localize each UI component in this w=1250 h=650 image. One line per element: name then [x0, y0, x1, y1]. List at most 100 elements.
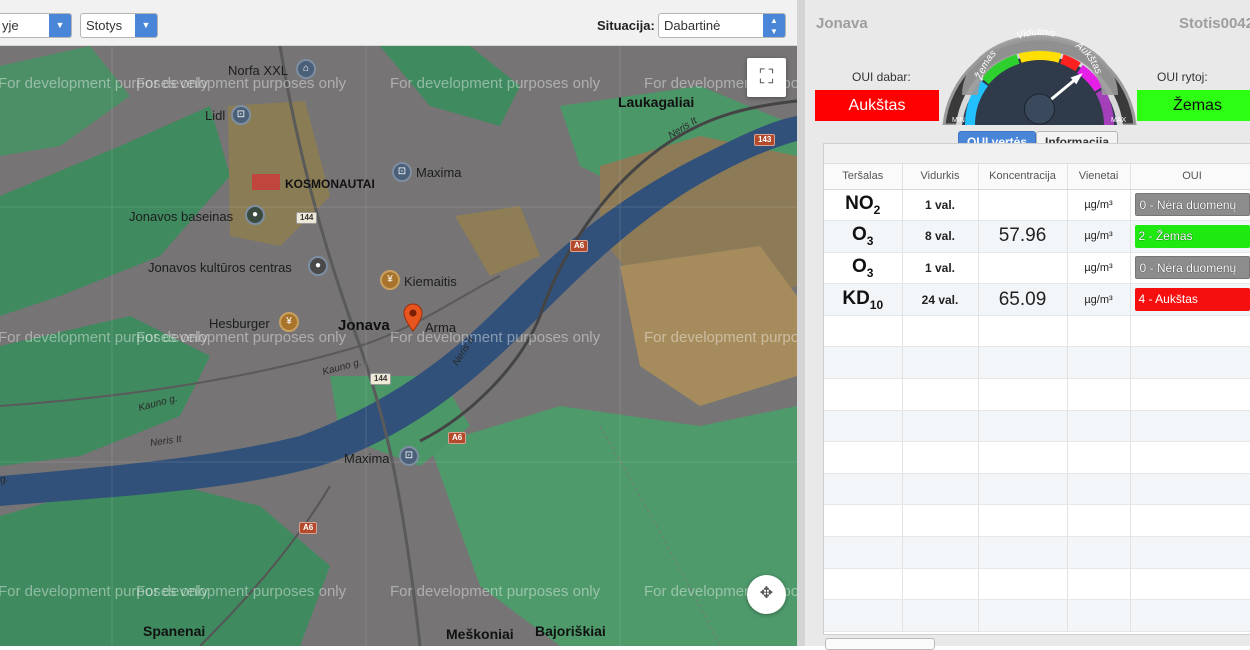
- fullscreen-icon: ⛶: [759, 66, 774, 88]
- table-row: KD10 24 val. 65.09 µg/m³ 4 - Aukštas: [824, 283, 1250, 316]
- gauge-min-label: MIN: [952, 117, 965, 124]
- shopping-icon[interactable]: ⌂: [296, 59, 316, 79]
- place-laukagaliai: Laukagaliai: [618, 94, 695, 110]
- pollutant-symbol: KD: [842, 287, 870, 309]
- oui-cell: 0 - Nėra duomenų: [1130, 189, 1250, 222]
- empty-row: [824, 473, 1250, 506]
- empty-row: [824, 568, 1250, 601]
- situation-select-value: Dabartinė: [664, 18, 721, 33]
- empty-row: [824, 410, 1250, 443]
- map-marker-icon[interactable]: [403, 303, 423, 333]
- pollutant-subscript: 10: [869, 297, 884, 312]
- shopping-cart-icon[interactable]: ⊡: [231, 105, 251, 125]
- table-row: O3 8 val. 57.96 µg/m³ 2 - Žemas: [824, 220, 1250, 253]
- chevron-down-icon[interactable]: ▼: [135, 14, 157, 37]
- road-shield: A6: [448, 432, 467, 444]
- pin-icon[interactable]: ●: [245, 205, 265, 225]
- place-meskoniai: Meškoniai: [446, 626, 514, 642]
- station-name: Stotis0042: [1178, 15, 1250, 32]
- place-jonava: Jonava: [338, 317, 390, 334]
- road-shield: 143: [754, 134, 776, 146]
- oui-badge: 0 - Nėra duomenų: [1134, 256, 1250, 280]
- up-down-icon[interactable]: ▲ ▼: [763, 14, 785, 37]
- column-header: OUI: [1130, 164, 1250, 190]
- pollutant-cell: KD10: [824, 283, 903, 316]
- pollutant-table: Teršalas Vidurkis Koncentracija Vienetai…: [823, 143, 1250, 635]
- empty-row: [824, 504, 1250, 538]
- empty-row: [824, 378, 1250, 411]
- table-row: O3 1 val. µg/m³ 0 - Nėra duomenų: [824, 252, 1250, 285]
- column-header: Vienetai: [1067, 164, 1131, 190]
- empty-row: [824, 536, 1250, 569]
- average-cell: 1 val.: [902, 252, 979, 285]
- watermark: For development purposes only: [136, 75, 347, 92]
- road-shield: A6: [570, 240, 589, 252]
- pollutant-cell: O3: [824, 252, 903, 285]
- watermark: For development purposes only: [390, 329, 601, 346]
- situation-label: Situacija:: [597, 18, 655, 33]
- poi-hesburger-label: Hesburger: [209, 316, 270, 331]
- region-select-value: yje: [2, 18, 19, 33]
- concentration-cell: 57.96: [978, 220, 1068, 253]
- oui-badge: 2 - Žemas: [1134, 224, 1250, 248]
- oui-cell: 0 - Nėra duomenų: [1130, 252, 1250, 285]
- gauge-max-label: MAX: [1111, 117, 1127, 124]
- watermark: For development purposes only: [0, 583, 209, 600]
- shopping-cart-icon[interactable]: ⊡: [399, 446, 419, 466]
- poi-lidl-label: Lidl: [205, 108, 226, 123]
- watermark: For development purposes only: [0, 75, 209, 92]
- restaurant-icon[interactable]: ¥: [279, 312, 299, 332]
- unit-cell: µg/m³: [1067, 189, 1131, 222]
- watermark: For development purposes only: [390, 75, 601, 92]
- map-panel: yje ▼ Stotys ▼ Situacija: Dabartinė ▲ ▼: [0, 0, 797, 646]
- poi-arma-label: Arma: [425, 320, 457, 335]
- concentration-cell: 65.09: [978, 283, 1068, 316]
- oui-tomorrow-value: Žemas: [1137, 90, 1250, 121]
- stations-select[interactable]: Stotys ▼: [80, 13, 158, 38]
- aqi-gauge: Žemas Vidutinis Aukštas MIN MAX: [942, 27, 1137, 125]
- pin-icon[interactable]: ●: [308, 256, 328, 276]
- chevron-down-icon[interactable]: ▼: [49, 14, 71, 37]
- place-kosmonautai: KOSMONAUTAI: [285, 177, 375, 191]
- bottom-button[interactable]: [825, 638, 935, 650]
- svg-text:Vidutinis: Vidutinis: [1015, 27, 1056, 42]
- table-row: NO2 1 val. µg/m³ 0 - Nėra duomenų: [824, 189, 1250, 222]
- locate-icon: ✥: [759, 585, 774, 602]
- oui-cell: 2 - Žemas: [1130, 220, 1250, 253]
- map-toolbar: yje ▼ Stotys ▼ Situacija: Dabartinė ▲ ▼: [0, 0, 797, 46]
- poi-maxima-label: Maxima: [416, 165, 462, 180]
- oui-tomorrow-label: OUI rytoj:: [1157, 70, 1208, 84]
- map-canvas[interactable]: For development purposes only For develo…: [0, 46, 797, 646]
- pollutant-subscript: 3: [866, 265, 874, 280]
- empty-row: [824, 346, 1250, 380]
- situation-select[interactable]: Dabartinė ▲ ▼: [658, 13, 786, 38]
- locate-button[interactable]: ✥: [747, 575, 786, 614]
- oui-now-label: OUI dabar:: [852, 70, 911, 84]
- pollutant-symbol: O: [852, 256, 867, 278]
- shopping-cart-icon[interactable]: ⊡: [392, 162, 412, 182]
- watermark: For development purposes only: [390, 583, 601, 600]
- poi-baseinas-label: Jonavos baseinas: [129, 209, 234, 224]
- watermark: For development purposes only: [0, 329, 209, 346]
- poi-kiemaitis-label: Kiemaitis: [404, 274, 457, 289]
- fullscreen-button[interactable]: ⛶: [747, 58, 786, 97]
- oui-cell: 4 - Aukštas: [1130, 283, 1250, 316]
- table-top-bar: [824, 144, 1250, 164]
- restaurant-icon[interactable]: ¥: [380, 270, 400, 290]
- unit-cell: µg/m³: [1067, 283, 1131, 316]
- empty-row: [824, 599, 1250, 632]
- pollutant-subscript: 2: [873, 202, 881, 217]
- road-shield: 144: [370, 373, 392, 385]
- place-spanenai: Spanenai: [143, 623, 206, 639]
- region-select[interactable]: yje ▼: [0, 13, 72, 38]
- map-terrain: [0, 46, 797, 646]
- unit-cell: µg/m³: [1067, 220, 1131, 253]
- average-cell: 8 val.: [902, 220, 979, 253]
- station-panel: Jonava Stotis0042 OUI dabar: Aukštas OUI…: [797, 0, 1250, 650]
- average-cell: 1 val.: [902, 189, 979, 222]
- average-cell: 24 val.: [902, 283, 979, 316]
- pollutant-symbol: O: [852, 224, 867, 246]
- road-shield: A6: [299, 522, 318, 534]
- empty-row: [824, 315, 1250, 348]
- stations-select-value: Stotys: [86, 18, 123, 33]
